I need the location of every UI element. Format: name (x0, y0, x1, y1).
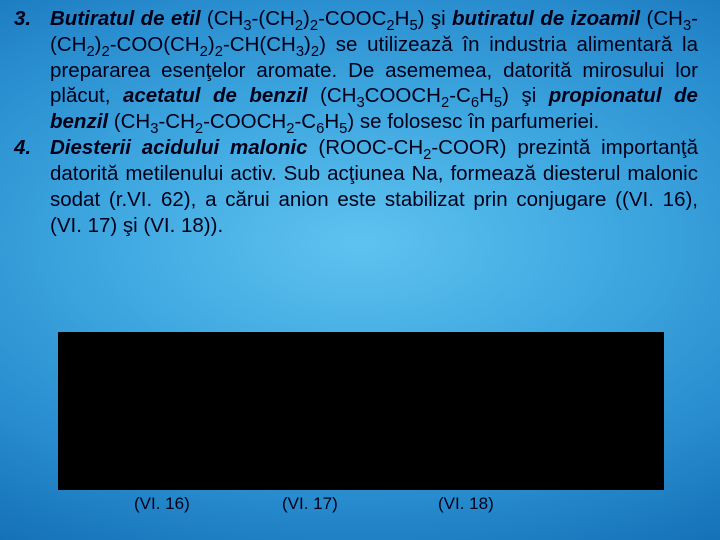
subscript: 2 (310, 18, 318, 34)
body-text: ) şi (418, 7, 452, 30)
subscript: 2 (86, 44, 94, 60)
subscript: 2 (200, 44, 208, 60)
formula-text: -CH (158, 110, 194, 133)
formula-text: -COOC (318, 7, 386, 30)
formula-text: -(CH (252, 7, 295, 30)
formula-text: -COO(CH (110, 33, 200, 56)
item-number: 3. (10, 6, 50, 135)
body-text: ) şi (502, 84, 549, 107)
formula-text: -C (449, 84, 471, 107)
term-diesterii-malonic: Diesterii acidului malonic (50, 136, 308, 159)
body-text: ) se folosesc în parfumeriei. (347, 110, 599, 133)
figure-label: (VI. 16) (134, 494, 190, 514)
formula-text: H (324, 110, 339, 133)
subscript: 5 (409, 18, 417, 34)
formula-text: -COOCH (203, 110, 286, 133)
subscript: 2 (215, 44, 223, 60)
figure-label: (VI. 18) (438, 494, 494, 514)
subscript: 3 (683, 18, 691, 34)
item-body: Butiratul de etil (CH3-(CH2)2-COOC2H5) ş… (50, 6, 698, 135)
subscript: 3 (243, 18, 251, 34)
formula-text: H (395, 7, 410, 30)
item-number: 4. (10, 135, 50, 238)
term-butiratul-etil: Butiratul de etil (50, 7, 201, 30)
formula-text: -C (294, 110, 316, 133)
formula-text: ) (304, 33, 311, 56)
diagram-placeholder (58, 332, 664, 490)
formula-text: -CH(CH (223, 33, 296, 56)
formula-text: (CH (201, 7, 244, 30)
formula-text: COOCH (365, 84, 441, 107)
figure-label: (VI. 17) (282, 494, 338, 514)
formula-text: H (479, 84, 494, 107)
subscript: 2 (311, 44, 319, 60)
formula-text: (CH (640, 7, 683, 30)
subscript: 2 (295, 18, 303, 34)
formula-text: ) (208, 33, 215, 56)
term-acetatul-benzil: acetatul de benzil (123, 84, 308, 107)
term-butiratul-izoamil: butiratul de izoamil (452, 7, 640, 30)
formula-text: ) (303, 7, 310, 30)
subscript: 2 (386, 18, 394, 34)
subscript: 2 (101, 44, 109, 60)
list-item-4: 4. Diesterii acidului malonic (ROOC-CH2-… (10, 135, 698, 238)
formula-text: (CH (307, 84, 356, 107)
item-body: Diesterii acidului malonic (ROOC-CH2-COO… (50, 135, 698, 238)
formula-text: (ROOC-CH (308, 136, 424, 159)
formula-text: (CH (108, 110, 150, 133)
figure-labels: (VI. 16) (VI. 17) (VI. 18) (0, 494, 720, 524)
list-item-3: 3. Butiratul de etil (CH3-(CH2)2-COOC2H5… (10, 6, 698, 135)
subscript: 3 (296, 44, 304, 60)
